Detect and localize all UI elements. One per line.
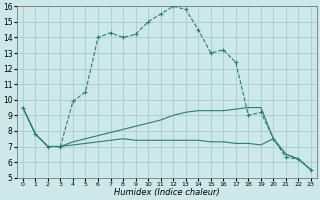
X-axis label: Humidex (Indice chaleur): Humidex (Indice chaleur) (114, 188, 220, 197)
